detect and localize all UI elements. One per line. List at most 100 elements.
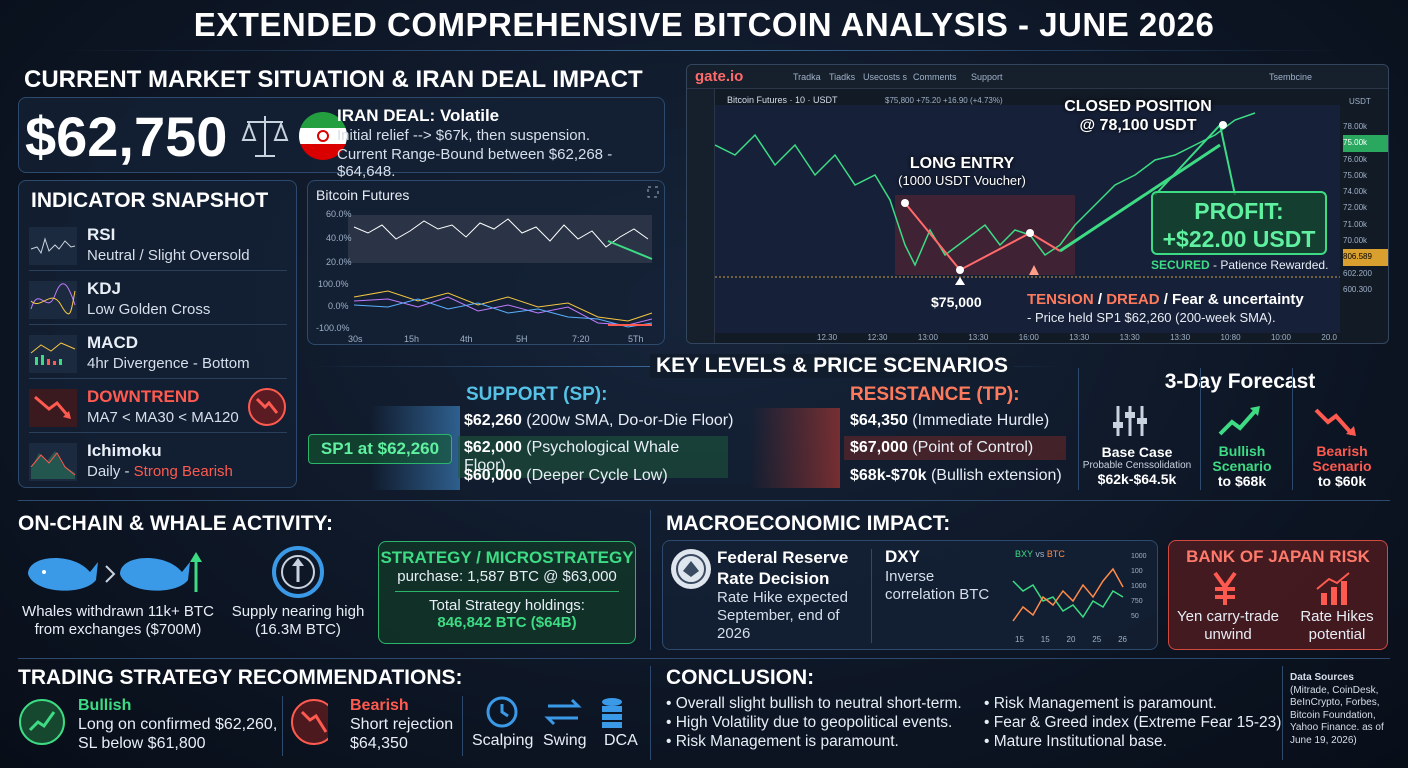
boj-box: BANK OF JAPAN RISK Yen carry-trade unwin…	[1168, 540, 1388, 650]
y-label: 74.00k	[1343, 187, 1368, 197]
case-range: to $68k	[1217, 473, 1267, 489]
indicator-icon	[29, 227, 77, 265]
x-label: 13:00	[917, 333, 938, 342]
bearish-title: Bearish	[350, 697, 409, 714]
x-label: 13:30	[1119, 333, 1140, 342]
price: $62,750	[25, 105, 228, 168]
indicator-icon	[29, 443, 77, 481]
onchain-icons	[28, 546, 324, 598]
x-axis: 12.30 12:30 13:00 13:30 16:00 13:30 13:30 13:30…	[817, 333, 1337, 342]
style-label: DCA	[604, 732, 638, 749]
y-label: 100	[1131, 568, 1143, 575]
indicator-row: RSI Neutral / Slight Oversold	[29, 221, 287, 271]
desc-prefix: Daily -	[87, 463, 134, 480]
x-label: 10:80	[1220, 333, 1241, 342]
divider	[1078, 368, 1079, 490]
forecast-heading: 3-Day Forecast	[1164, 370, 1316, 393]
profit-title: PROFIT:	[1194, 198, 1284, 224]
sources: Data Sources (Mitrade, CoinDesk, BeInCry…	[1290, 672, 1402, 747]
x-label: 13:30	[968, 333, 989, 342]
levels-heading: KEY LEVELS & PRICE SCENARIOS	[650, 354, 1015, 378]
conclusion-item: • Overall slight bullish to neutral shor…	[666, 695, 962, 712]
indicator-icon	[29, 335, 77, 373]
divider	[1200, 368, 1201, 490]
bullish-strategy: Bullish Long on confirmed $62,260, SL bel…	[78, 696, 288, 753]
indicator-name: KDJ	[87, 279, 122, 298]
x-label: 15	[1040, 635, 1050, 644]
tool-sidebar	[687, 89, 715, 343]
forecast-icons	[1113, 406, 1356, 436]
closed-price: @ 78,100 USDT	[1079, 117, 1197, 134]
x-label: 4th	[460, 334, 473, 344]
menu-item[interactable]: Comments	[913, 72, 957, 82]
secured: SECURED	[1151, 258, 1210, 272]
x-label: 25	[1092, 635, 1102, 644]
menu-item[interactable]: Tradka	[793, 72, 821, 82]
fear: / Fear & uncertainty	[1159, 291, 1304, 308]
macro-box: Federal Reserve Rate Decision Rate Hike …	[662, 540, 1158, 650]
x-label: 10:00	[1270, 333, 1291, 342]
profit-value: +$22.00 USDT	[1162, 226, 1316, 252]
y-label: 71.00k	[1343, 219, 1368, 229]
level-note: (Bullish extension)	[926, 467, 1062, 484]
indicator-name: DOWNTREND	[87, 387, 200, 406]
y-label: 1000	[1131, 583, 1147, 590]
resistance-level: $67,000 (Point of Control)	[844, 436, 1066, 460]
tick-label: 20.0%	[326, 257, 352, 267]
holdings-label: Total Strategy holdings:	[395, 591, 619, 614]
bearish-text: Short rejection $64,350	[350, 716, 454, 752]
indicator-row: MACD 4hr Divergence - Bottom	[29, 329, 287, 379]
y-label: 602.200	[1343, 268, 1372, 278]
sources-title: Data Sources	[1290, 672, 1354, 683]
menu-item[interactable]: Support	[971, 72, 1003, 82]
boj-item: Rate Hikes potential	[1300, 608, 1374, 643]
tension: TENSION	[1027, 291, 1094, 308]
y-label: 72.00k	[1343, 203, 1368, 213]
menu-item[interactable]: Usecosts s	[863, 72, 908, 82]
conclusion-item: • High Volatility due to geopolitical ev…	[666, 714, 953, 731]
dxy-chart	[1012, 567, 1124, 622]
holdings: 846,842 BTC ($64B)	[437, 614, 577, 631]
support-level: $62,000 (Psychological Whale Floor)	[458, 436, 728, 478]
indicator-desc: MA7 < MA30 < MA120	[87, 409, 239, 426]
indicator-desc: Neutral / Slight Oversold	[87, 247, 250, 264]
conclusion-item: • Fear & Greed index (Extreme Fear 15-23…	[984, 714, 1282, 731]
divider	[871, 549, 872, 643]
page-title: EXTENDED COMPREHENSIVE BITCOIN ANALYSIS …	[193, 6, 1215, 43]
title-rule	[60, 50, 1348, 51]
iran-line: Initial relief --> $67k, then suspension…	[337, 127, 591, 144]
dxy-y-axis: 1000 100 1000 750 50	[1131, 549, 1147, 624]
section-heading: CONCLUSION:	[666, 666, 815, 689]
stats: $75,800 +75.20 +16.90 (+4.73%)	[885, 96, 1003, 105]
supply-text: Supply nearing high (16.3M BTC)	[231, 603, 365, 638]
tick-label: -100.0%	[316, 323, 350, 333]
menu-item[interactable]: Tiadks	[829, 72, 856, 82]
section-heading: MACROECONOMIC IMPACT:	[666, 512, 951, 535]
low-label: $75,000	[931, 294, 982, 310]
y-label: 750	[1131, 598, 1143, 605]
sources-text: (Mitrade, CoinDesk, BeInCrypto, Forbes, …	[1290, 684, 1384, 746]
x-label: 12:30	[867, 333, 888, 342]
indicator-name: RSI	[87, 225, 116, 244]
x-label: 30s	[348, 334, 363, 344]
indicator-row: KDJ Low Golden Cross	[29, 275, 287, 325]
menu-item[interactable]: Tsembcine	[1269, 72, 1313, 82]
tick-label: 60.0%	[326, 209, 352, 219]
strategy-purchase: purchase: 1,587 BTC @ $63,000	[397, 568, 617, 585]
brand: gate.io	[695, 68, 744, 85]
iran-line: Current Range-Bound between $62,268 - $6…	[337, 146, 613, 180]
strategy-title: STRATEGY / MICROSTRATEGY	[380, 548, 634, 567]
separator: /	[1093, 291, 1107, 308]
dxy-text: Inverse correlation BTC	[885, 568, 990, 603]
y-label: 78.00k	[1343, 122, 1368, 131]
secured-note: - Patience Rewarded.	[1209, 258, 1329, 272]
trading-chart: gate.io Tradka Tiadks Usecosts s Comment…	[686, 64, 1389, 344]
section-heading: TRADING STRATEGY RECOMMENDATIONS:	[18, 666, 463, 689]
indicator-panel: INDICATOR SNAPSHOT RSI Neutral / Slight …	[18, 180, 297, 488]
x-label: 12.30	[817, 333, 838, 342]
iran-title: IRAN DEAL: Volatile	[337, 106, 500, 125]
rule	[18, 500, 1390, 501]
resistance-level: $64,350 (Immediate Hurdle)	[850, 412, 1049, 430]
currency: USDT	[1349, 97, 1371, 106]
